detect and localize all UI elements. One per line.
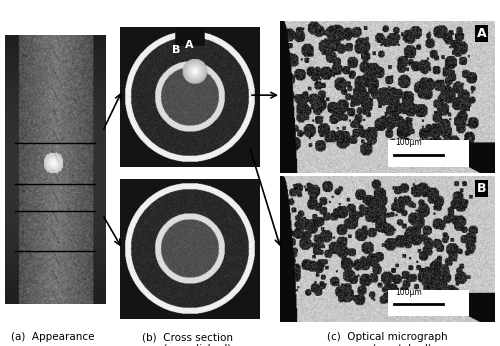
Bar [388, 290, 469, 316]
Bar [388, 139, 469, 167]
Text: 100μm: 100μm [395, 138, 422, 147]
Text: A: A [184, 40, 194, 50]
Text: A: A [477, 27, 486, 40]
Text: (b)  Cross section
      (as-polished): (b) Cross section (as-polished) [142, 332, 233, 346]
Text: (a)  Appearance: (a) Appearance [11, 332, 94, 342]
Text: B: B [172, 45, 180, 55]
Text: B: B [477, 182, 486, 195]
Text: (c)  Optical micrograph
         (as-etched): (c) Optical micrograph (as-etched) [327, 332, 448, 346]
Text: 100μm: 100μm [395, 288, 422, 297]
